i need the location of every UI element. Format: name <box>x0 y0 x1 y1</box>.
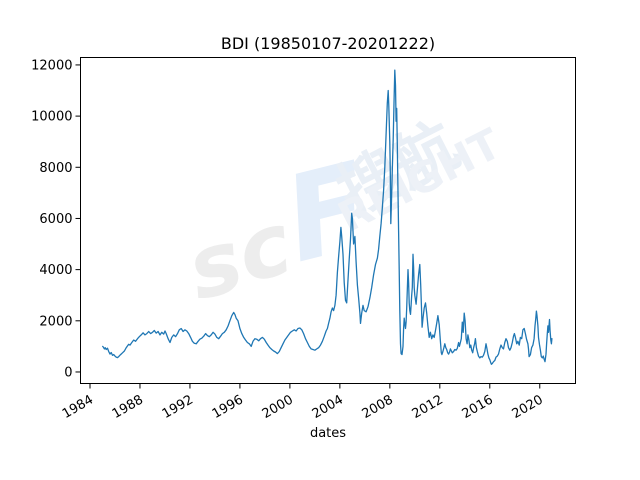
y-tick-label: 8000 <box>39 161 72 176</box>
axis-ticks: 1984 1988 1992 1996 2000 2004 2008 2012 2016 2020… <box>31 58 546 422</box>
y-tick-label: 6000 <box>39 212 72 227</box>
y-tick-label: 4000 <box>39 263 72 278</box>
y-tick-label: 0 <box>64 365 72 380</box>
y-tick-label: 2000 <box>39 314 72 329</box>
x-tick-label: 1992 <box>160 392 196 422</box>
x-tick-label: 2000 <box>260 392 296 422</box>
plot-border <box>80 57 576 384</box>
x-axis-label: dates <box>310 426 346 441</box>
bdi-line-series <box>102 69 553 365</box>
x-tick-label: 2004 <box>310 392 346 422</box>
y-tick-label: 10000 <box>31 110 72 125</box>
chart-title: BDI (19850107-20201222) <box>221 34 435 53</box>
x-tick-label: 2016 <box>460 392 496 422</box>
x-tick-label: 2008 <box>360 392 396 422</box>
x-tick-label: 2020 <box>510 392 546 422</box>
y-tick-label: 12000 <box>31 58 72 73</box>
x-tick-label: 1996 <box>210 392 246 422</box>
x-tick-label: 2012 <box>410 392 446 422</box>
x-tick-label: 1984 <box>60 392 96 422</box>
x-tick-label: 1988 <box>110 392 146 422</box>
